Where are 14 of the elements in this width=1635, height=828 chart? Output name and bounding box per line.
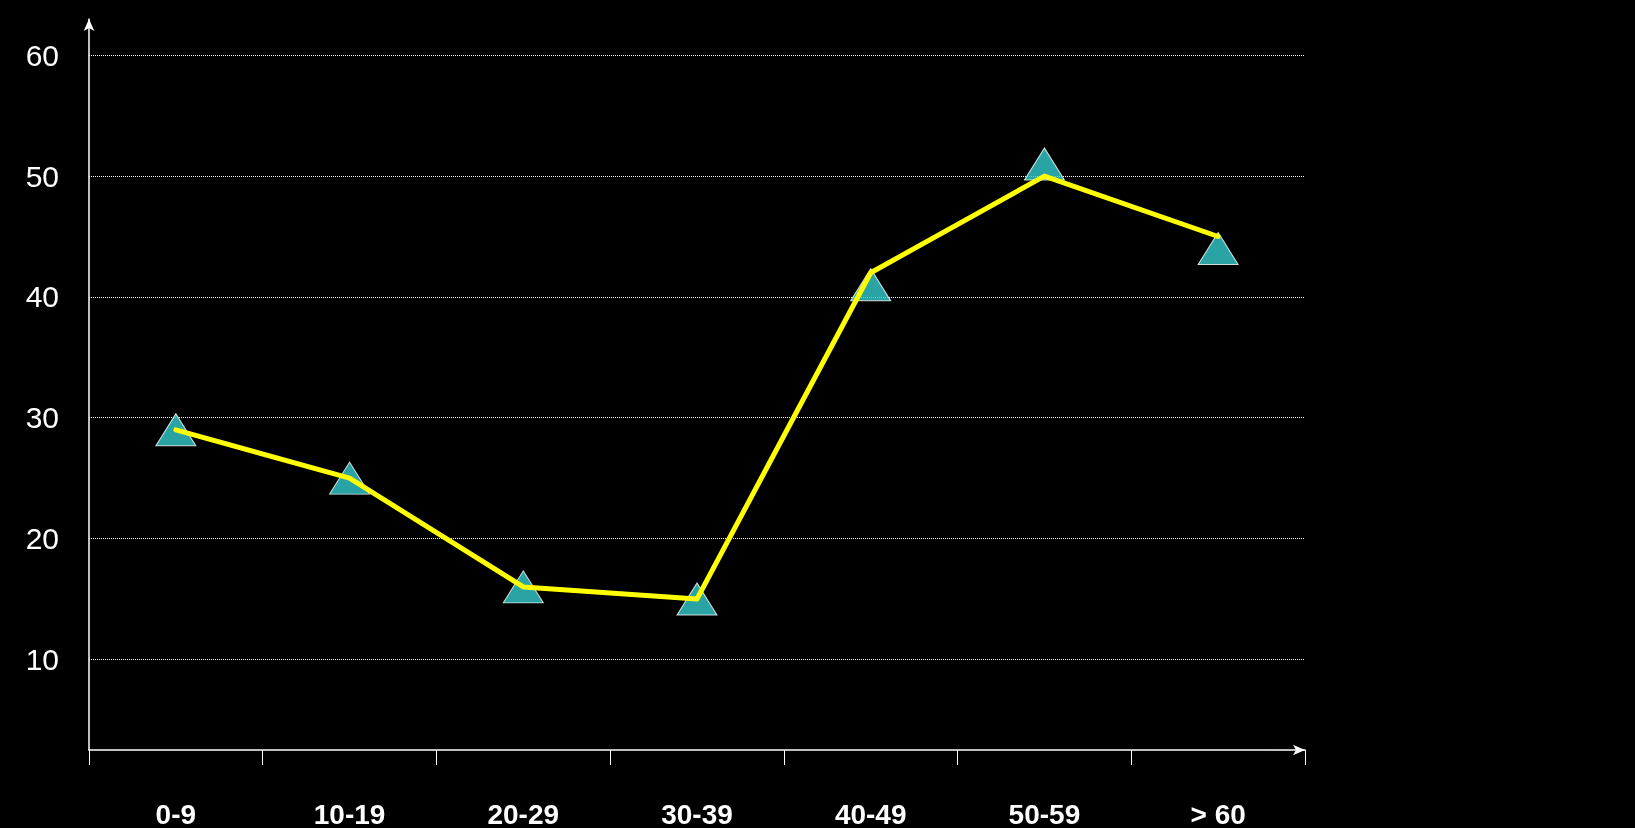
x-tick-label: 10-19: [313, 798, 386, 828]
x-tick-label: 50-59: [1008, 798, 1081, 828]
point: [1197, 232, 1239, 266]
y-tick-label: 50: [25, 159, 59, 193]
x-tick-label: 0-9: [155, 798, 197, 828]
x-tick-label: 30-39: [661, 798, 733, 828]
y-tick-label: 60: [25, 38, 59, 72]
x-tick-label: 40-49: [834, 798, 907, 828]
x-tick-label: 20-29: [487, 798, 560, 828]
y-tick-label: 10: [25, 642, 59, 676]
x-tick-label: > 60: [1190, 798, 1246, 828]
y-tick-label: 30: [25, 401, 59, 435]
y-tick-label: 40: [25, 280, 59, 314]
y-tick-label: 20: [25, 522, 59, 556]
